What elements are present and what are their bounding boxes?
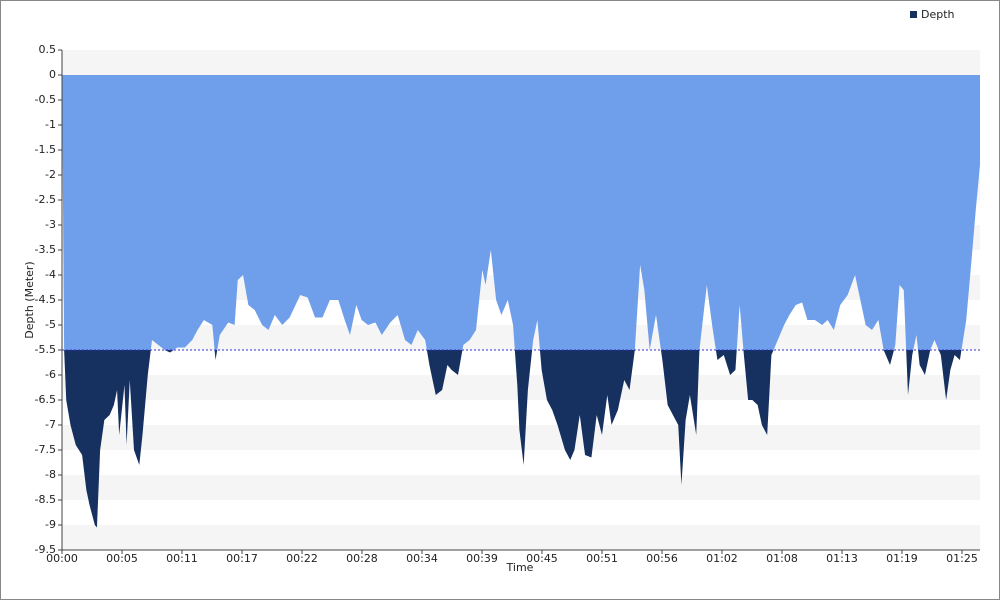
- y-tick-label: -6: [45, 368, 56, 381]
- x-tick-label: 00:11: [166, 552, 198, 565]
- y-tick-label: 0: [49, 68, 56, 81]
- x-tick-label: 00:28: [346, 552, 378, 565]
- x-tick-label: 01:19: [886, 552, 918, 565]
- band: [62, 50, 980, 75]
- x-tick-label: 01:02: [706, 552, 738, 565]
- legend-swatch: [910, 11, 917, 18]
- x-tick-label: 01:25: [946, 552, 978, 565]
- x-tick-label: 00:34: [406, 552, 438, 565]
- x-tick-label: 00:39: [466, 552, 498, 565]
- y-tick-label: -3.5: [35, 243, 56, 256]
- depth-area-upper: [62, 75, 980, 350]
- x-tick-label: 01:08: [766, 552, 798, 565]
- y-tick-label: 0.5: [39, 43, 57, 56]
- x-axis-label: Time: [506, 561, 534, 574]
- x-tick-label: 00:22: [286, 552, 318, 565]
- x-tick-label: 00:51: [586, 552, 618, 565]
- y-tick-label: -2.5: [35, 193, 56, 206]
- legend-label: Depth: [921, 8, 955, 21]
- y-tick-label: -4.5: [35, 293, 56, 306]
- band: [62, 475, 980, 500]
- y-tick-label: -7: [45, 418, 56, 431]
- y-tick-label: -5.5: [35, 343, 56, 356]
- band: [62, 525, 980, 550]
- x-tick-label: 00:05: [106, 552, 138, 565]
- y-tick-label: -1: [45, 118, 56, 131]
- y-tick-label: -9.5: [35, 543, 56, 556]
- y-tick-label: -8.5: [35, 493, 56, 506]
- y-tick-label: -6.5: [35, 393, 56, 406]
- x-tick-label: 00:17: [226, 552, 258, 565]
- y-axis-label: Depth (Meter): [23, 261, 36, 338]
- y-tick-label: -9: [45, 518, 56, 531]
- y-tick-label: -7.5: [35, 443, 56, 456]
- y-tick-label: -4: [45, 268, 56, 281]
- x-tick-label: 01:13: [826, 552, 858, 565]
- y-tick-label: -8: [45, 468, 56, 481]
- x-tick-label: 00:00: [46, 552, 78, 565]
- x-tick-label: 00:45: [526, 552, 558, 565]
- y-tick-label: -2: [45, 168, 56, 181]
- y-tick-label: -1.5: [35, 143, 56, 156]
- y-tick-label: -3: [45, 218, 56, 231]
- y-tick-label: -5: [45, 318, 56, 331]
- y-tick-label: -0.5: [35, 93, 56, 106]
- x-tick-label: 00:56: [646, 552, 678, 565]
